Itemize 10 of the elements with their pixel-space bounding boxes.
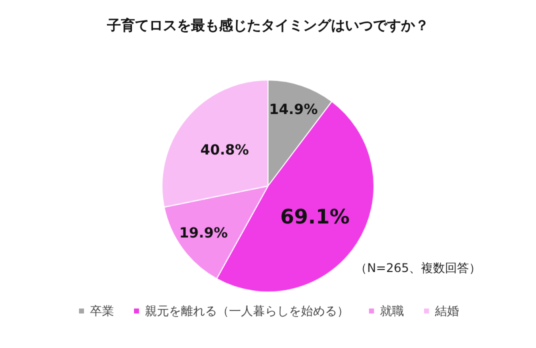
data-label: 69.1% [280,204,350,229]
chart-title: 子育てロスを最も感じたタイミングはいつですか？ [106,17,429,34]
text: （N=265、複数回答） [355,261,481,275]
data-label: 14.9% [269,102,318,118]
data-label: 19.9% [179,225,228,242]
legend-label: 卒業 [90,304,114,318]
legend-label: 結婚 [434,304,459,318]
legend-label: 親元を離れる（一人暮らしを始める） [145,304,349,318]
legend-label: 就職 [380,304,404,318]
data-label: 40.8% [200,142,249,159]
